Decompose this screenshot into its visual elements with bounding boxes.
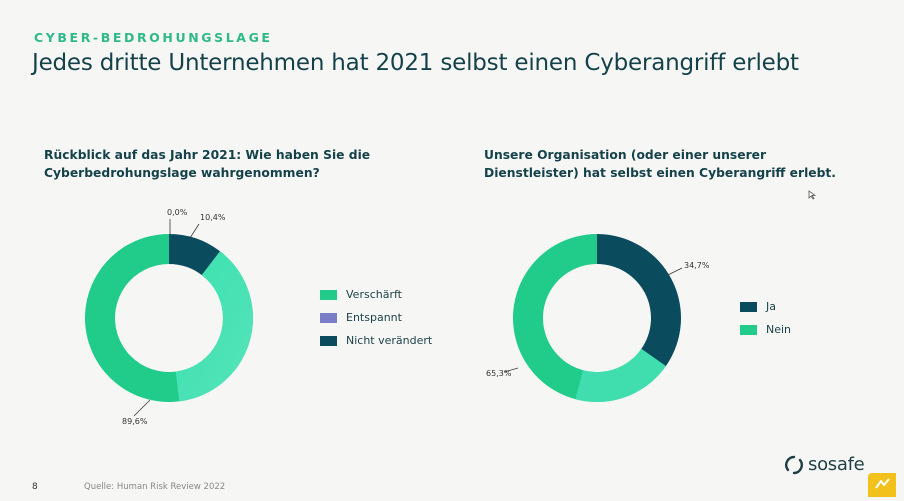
legend-label: Entspannt [346, 311, 402, 324]
chart-2-data-label: 65,3% [486, 369, 512, 378]
mouse-cursor-icon [808, 190, 816, 200]
legend-swatch [740, 324, 757, 335]
chart-1-slice-nicht-ver-ndert [169, 234, 221, 276]
brand-name: sosafe [808, 454, 865, 475]
chart-2-slice-ja [597, 234, 681, 367]
section-kicker: CYBER-BEDROHUNGSLAGE [34, 30, 273, 45]
chart-1-slice-highlight [175, 251, 254, 402]
legend-swatch [320, 335, 337, 346]
legend-item-nicht-veraendert: Nicht verändert [320, 334, 432, 347]
corner-badge [868, 473, 896, 497]
legend-swatch [320, 312, 337, 323]
legend-swatch [740, 301, 757, 312]
legend-item-ja: Ja [740, 300, 776, 313]
source-note: Quelle: Human Risk Review 2022 [84, 482, 226, 492]
chart-2-leader-line [667, 267, 683, 276]
legend-item-verschaerft: Verschärft [320, 288, 402, 301]
legend-label: Verschärft [346, 288, 402, 301]
chart-1-title-line-2: Cyberbedrohungslage wahrgenommen? [44, 166, 320, 180]
chart-2-title-line-2: Dienstleister) hat selbst einen Cyberang… [484, 166, 836, 180]
chart-2-title: Unsere Organisation (oder einer unserer … [484, 146, 836, 182]
legend-item-nein: Nein [740, 323, 791, 336]
legend-swatch [320, 289, 337, 300]
chart-2-data-label: 34,7% [684, 261, 710, 270]
chart-1-leader-line [189, 223, 200, 239]
brand-logo: sosafe [784, 454, 865, 475]
page-number: 8 [32, 482, 38, 492]
chart-1-data-label: 0,0% [167, 208, 188, 217]
chart-1-title-line-1: Rückblick auf das Jahr 2021: Wie haben S… [44, 148, 371, 162]
legend-item-entspannt: Entspannt [320, 311, 402, 324]
chart-2-slice-highlight [575, 348, 666, 402]
chart-1-leader-line [133, 399, 151, 417]
chart-2-leader-line [503, 367, 519, 373]
legend-label: Ja [766, 300, 776, 313]
chart-2-title-line-1: Unsere Organisation (oder einer unserer [484, 148, 767, 162]
legend-label: Nein [766, 323, 792, 336]
sosafe-logo-icon [785, 455, 803, 474]
chart-1-title: Rückblick auf das Jahr 2021: Wie haben S… [44, 146, 370, 182]
legend-label: Nicht verändert [346, 334, 433, 347]
badge-icon [875, 478, 890, 489]
chart-1-data-label: 10,4% [200, 213, 226, 222]
slide-title: Jedes dritte Unternehmen hat 2021 selbst… [32, 50, 799, 76]
chart-2-slice-nein [512, 234, 666, 402]
chart-1-data-label: 89,6% [122, 417, 148, 426]
